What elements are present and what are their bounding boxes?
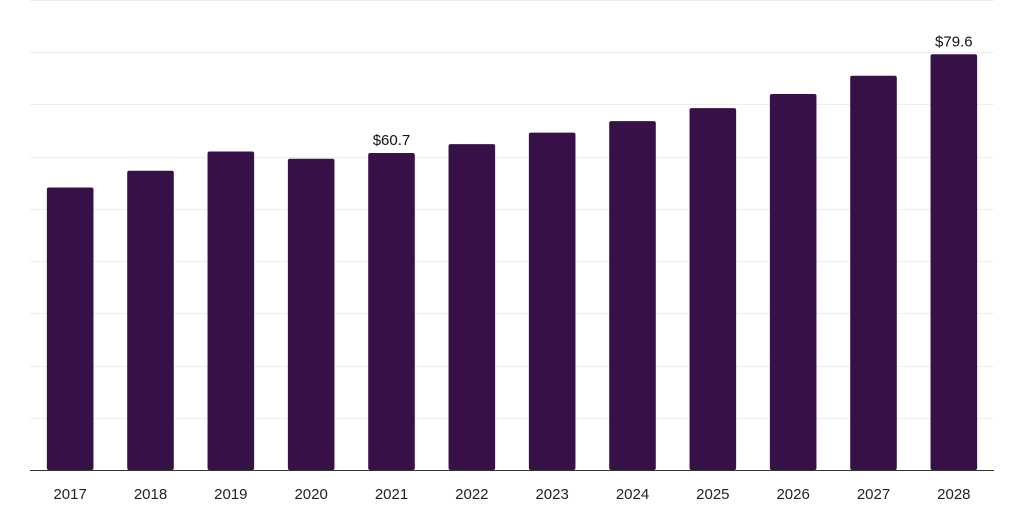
data-labels: $60.7 $79.6	[373, 33, 973, 149]
x-tick-label-2026: 2026	[776, 486, 809, 503]
bar-2027	[850, 75, 897, 470]
bar-2017	[46, 187, 94, 470]
data-label-2021: $60.7	[373, 132, 411, 149]
x-tick-label-2028: 2028	[937, 486, 970, 503]
x-tick-label-2025: 2025	[696, 486, 729, 503]
bar-2025	[689, 108, 737, 470]
bars	[46, 54, 978, 471]
x-tick-label-2018: 2018	[134, 486, 167, 503]
bar-2019	[207, 151, 255, 470]
x-axis-tick-labels: 2017 2018 2019 2020 2021 2022 2023 2024 2025 2026…	[53, 486, 970, 503]
x-tick-label-2022: 2022	[455, 486, 488, 503]
bar-2026	[769, 94, 817, 470]
x-tick-label-2024: 2024	[616, 486, 649, 503]
gridlines	[30, 0, 994, 419]
bar-2028	[930, 54, 978, 471]
x-tick-label-2027: 2027	[857, 486, 890, 503]
bar-2020	[287, 158, 335, 470]
bar-2024	[609, 121, 656, 471]
x-tick-label-2017: 2017	[53, 486, 86, 503]
bar-2023	[528, 132, 576, 470]
data-label-2028: $79.6	[935, 33, 973, 50]
x-tick-label-2019: 2019	[214, 486, 247, 503]
bar-2022	[448, 144, 496, 470]
x-tick-label-2023: 2023	[535, 486, 568, 503]
bar-2021	[368, 153, 415, 470]
bar-2018	[127, 170, 174, 470]
x-tick-label-2021: 2021	[375, 486, 408, 503]
x-tick-label-2020: 2020	[294, 486, 327, 503]
